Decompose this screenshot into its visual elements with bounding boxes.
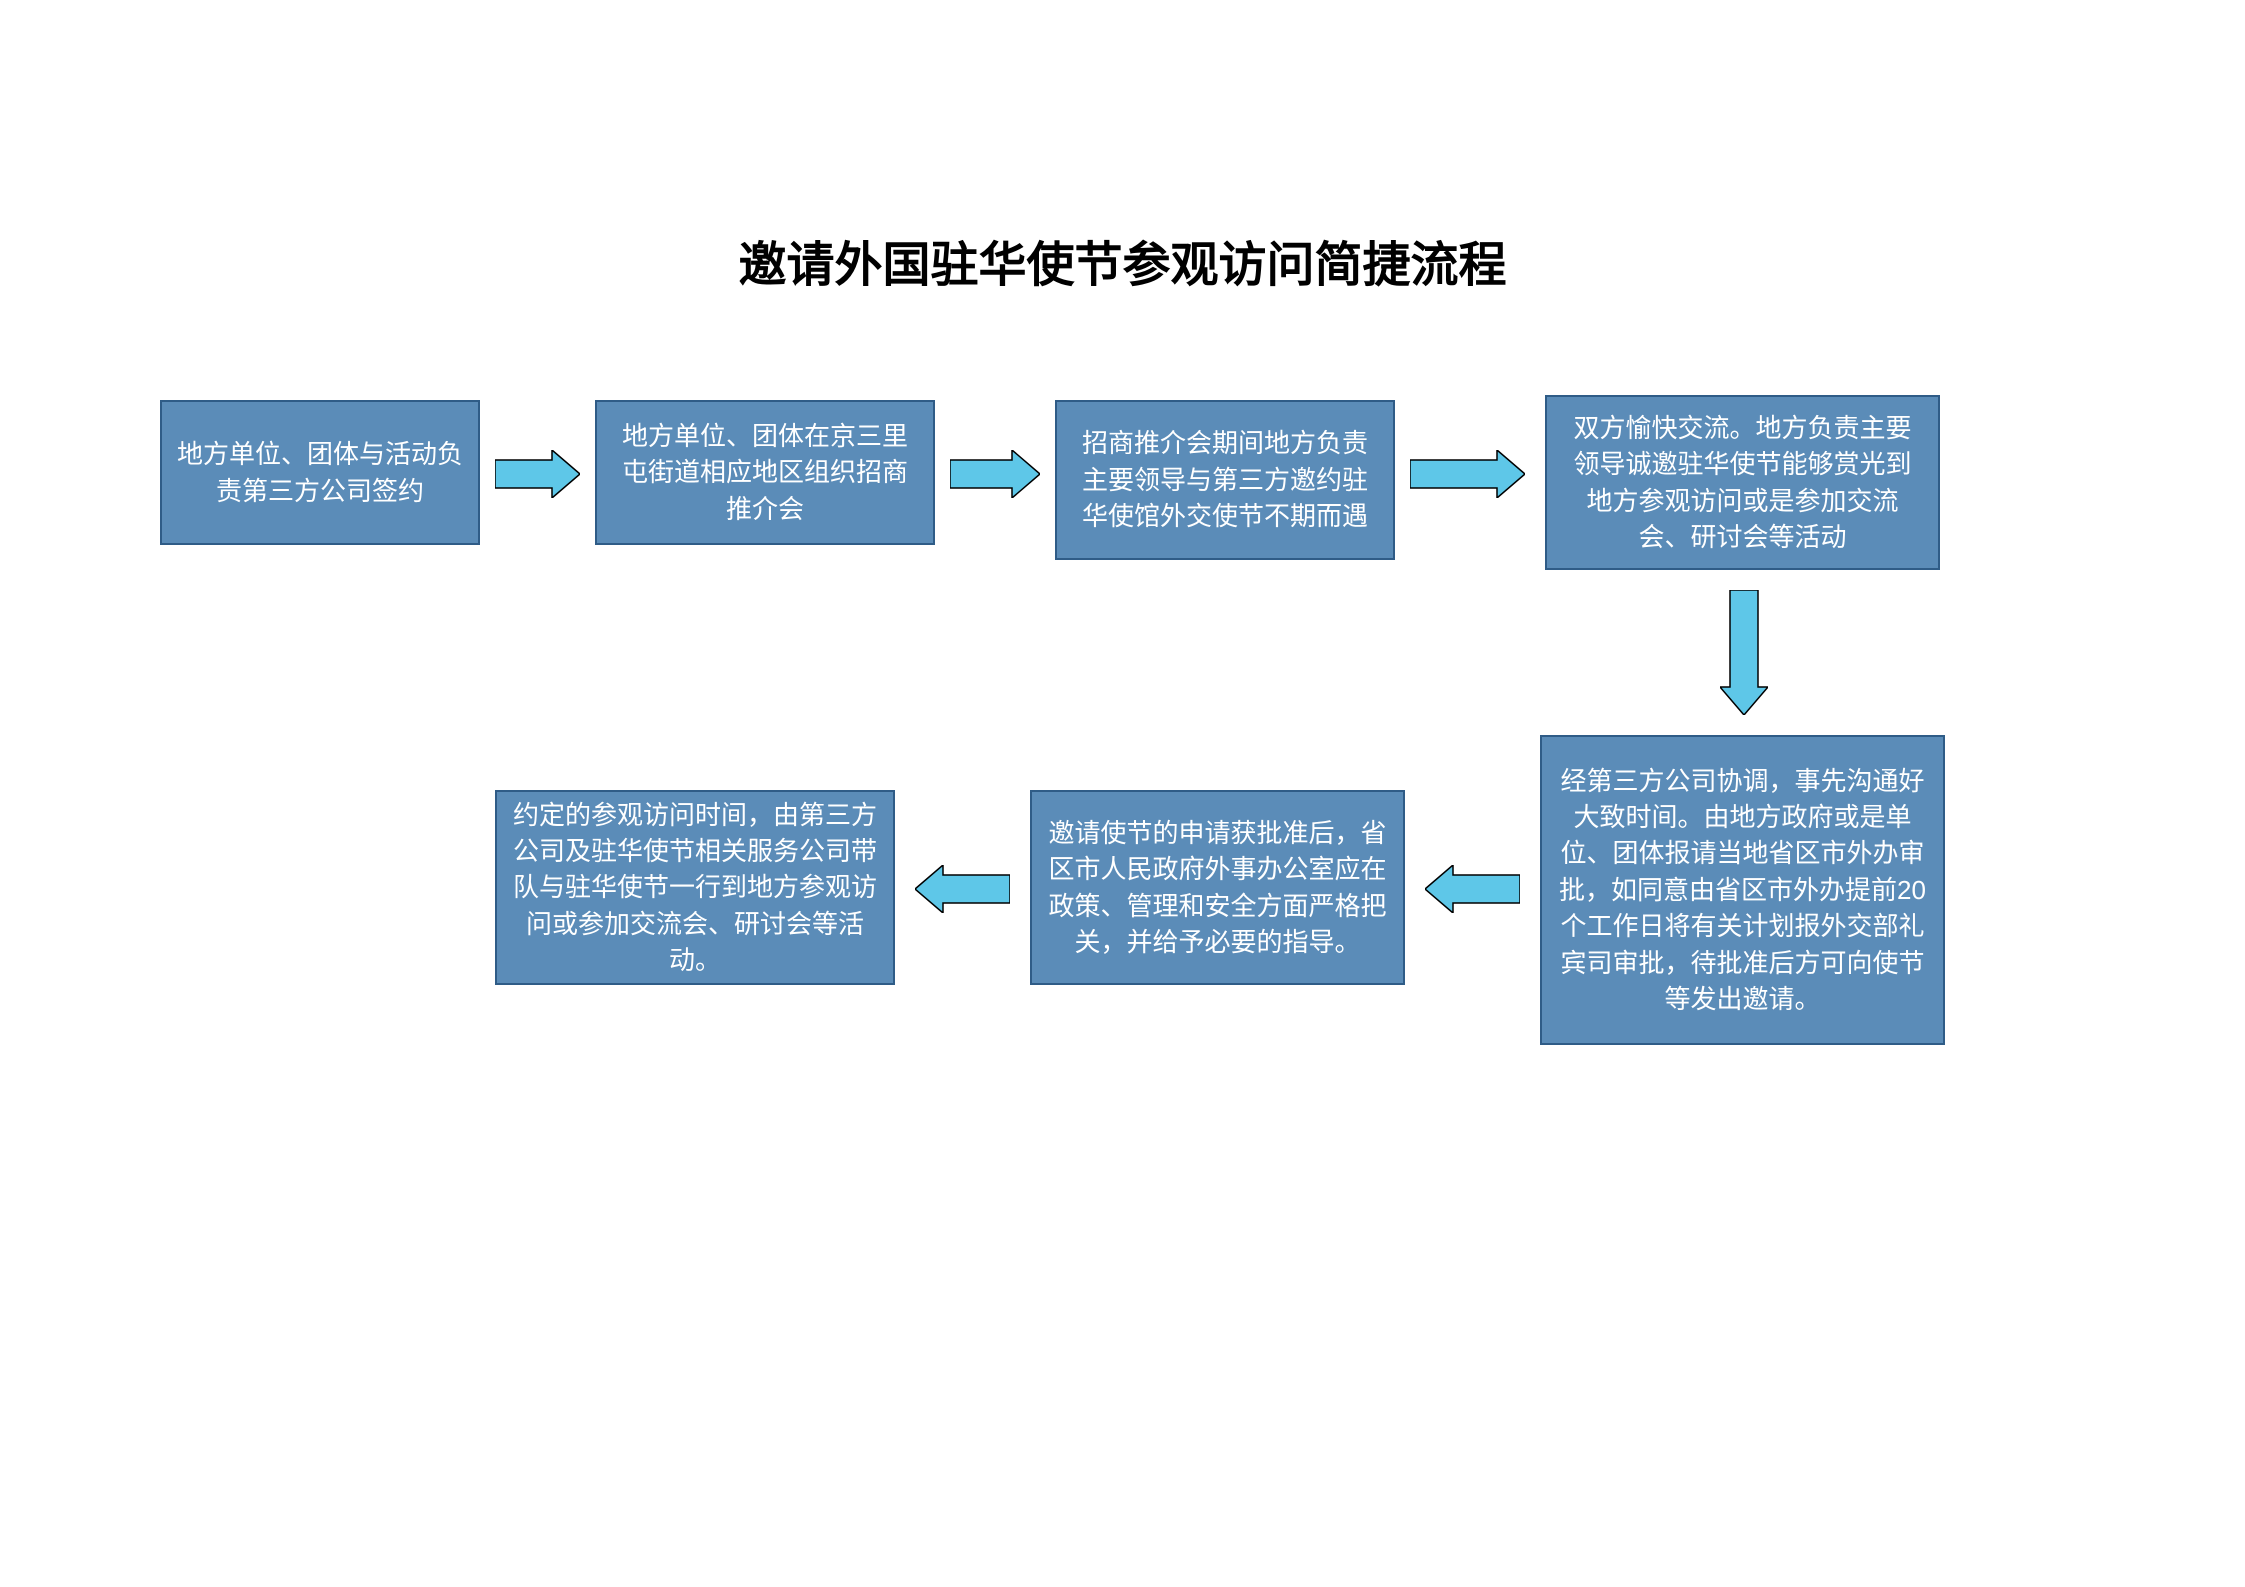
arrow-5-left-icon <box>1425 865 1520 913</box>
flow-node-2: 地方单位、团体在京三里屯街道相应地区组织招商推介会 <box>595 400 935 545</box>
flow-node-4: 双方愉快交流。地方负责主要领导诚邀驻华使节能够赏光到地方参观访问或是参加交流会、… <box>1545 395 1940 570</box>
flow-node-7: 约定的参观访问时间，由第三方公司及驻华使节相关服务公司带队与驻华使节一行到地方参… <box>495 790 895 985</box>
arrow-4-down-icon <box>1720 590 1768 715</box>
flow-node-5-text: 经第三方公司协调，事先沟通好大致时间。由地方政府或是单位、团体报请当地省区市外办… <box>1556 763 1929 1018</box>
flow-node-5: 经第三方公司协调，事先沟通好大致时间。由地方政府或是单位、团体报请当地省区市外办… <box>1540 735 1945 1045</box>
arrow-6-left-icon <box>915 865 1010 913</box>
arrow-1-right-icon <box>495 450 580 498</box>
flow-node-7-text: 约定的参观访问时间，由第三方公司及驻华使节相关服务公司带队与驻华使节一行到地方参… <box>511 797 879 979</box>
flow-node-3: 招商推介会期间地方负责主要领导与第三方邀约驻华使馆外交使节不期而遇 <box>1055 400 1395 560</box>
page-title: 邀请外国驻华使节参观访问简捷流程 <box>0 225 2245 295</box>
arrow-2-right-icon <box>950 450 1040 498</box>
flow-node-1: 地方单位、团体与活动负责第三方公司签约 <box>160 400 480 545</box>
flow-node-2-text: 地方单位、团体在京三里屯街道相应地区组织招商推介会 <box>611 418 919 527</box>
flow-node-3-text: 招商推介会期间地方负责主要领导与第三方邀约驻华使馆外交使节不期而遇 <box>1071 425 1379 534</box>
flow-node-6: 邀请使节的申请获批准后，省区市人民政府外事办公室应在政策、管理和安全方面严格把关… <box>1030 790 1405 985</box>
flow-node-1-text: 地方单位、团体与活动负责第三方公司签约 <box>176 436 464 509</box>
arrow-3-right-icon <box>1410 450 1525 498</box>
flow-node-6-text: 邀请使节的申请获批准后，省区市人民政府外事办公室应在政策、管理和安全方面严格把关… <box>1046 815 1389 961</box>
flow-node-4-text: 双方愉快交流。地方负责主要领导诚邀驻华使节能够赏光到地方参观访问或是参加交流会、… <box>1561 410 1924 556</box>
